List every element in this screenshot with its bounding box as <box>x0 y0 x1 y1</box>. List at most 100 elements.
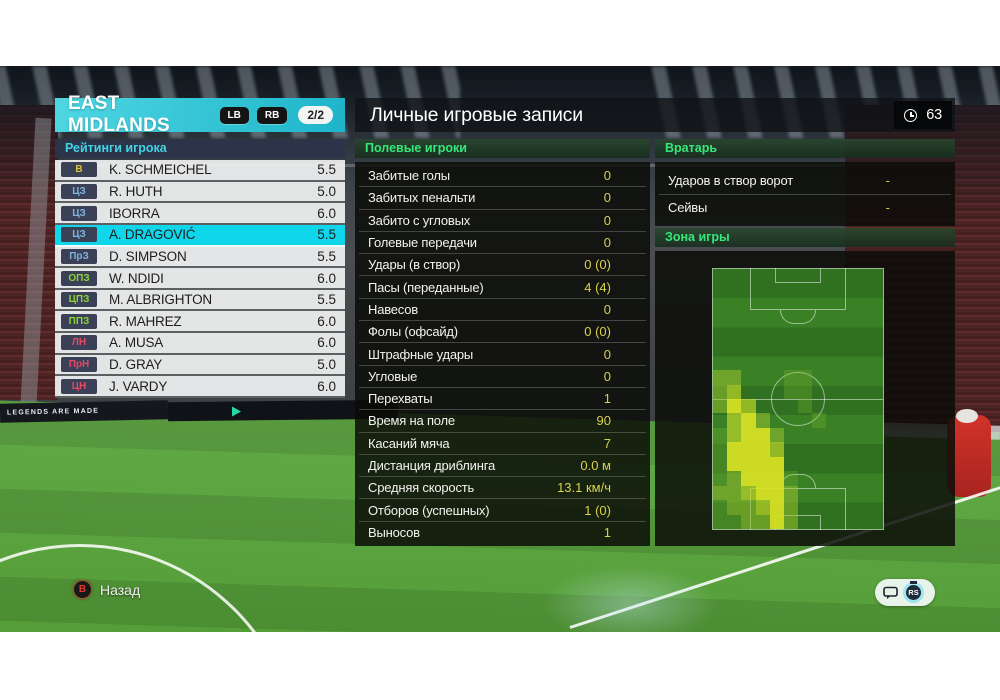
stat-row: Средняя скорость 13.1 км/ч <box>359 477 646 500</box>
stat-label: Навесов <box>368 301 418 317</box>
page-title-bar: Личные игровые записи 63 <box>355 98 955 132</box>
stat-label: Сейвы <box>668 199 708 215</box>
zone-panel <box>655 251 955 546</box>
match-time-value: 63 <box>926 107 942 123</box>
stat-value: 0 <box>603 212 611 228</box>
player-name: R. MAHREZ <box>109 313 182 329</box>
stat-value: 4 (4) <box>584 279 611 295</box>
heatmap-pitch <box>712 268 884 530</box>
stat-row: Угловые 0 <box>359 366 646 388</box>
stat-label: Штрафные удары <box>368 346 474 362</box>
stat-label: Средняя скорость <box>368 480 475 496</box>
stat-row: Дистанция дриблинга 0.0 м <box>359 455 646 478</box>
stat-row: Пасы (переданные) 4 (4) <box>359 276 646 299</box>
player-row[interactable]: ПрЗ D. SIMPSON 5.5 <box>55 246 345 269</box>
stat-label: Время на поле <box>368 413 455 429</box>
player-name: IBORRA <box>109 205 160 221</box>
stat-row: Голевые передачи 0 <box>359 232 646 255</box>
stat-label: Касаний мяча <box>368 435 450 451</box>
back-button[interactable]: B Назад <box>74 581 140 598</box>
stat-value: 90 <box>596 413 611 429</box>
stat-value: 0 <box>603 168 611 184</box>
page-indicator: 2/2 <box>298 106 333 124</box>
player-row[interactable]: ЛН A. MUSA 6.0 <box>55 333 345 355</box>
stat-value: 1 <box>603 391 611 407</box>
clock-icon <box>904 108 918 122</box>
position-badge: ЦЗ <box>61 227 97 243</box>
stat-value: 0.0 м <box>580 458 611 473</box>
position-badge: ЦЗ <box>61 205 97 221</box>
player-name: M. ALBRIGHTON <box>109 292 212 308</box>
position-badge: ПрЗ <box>61 248 97 264</box>
player-name: D. SIMPSON <box>109 248 187 264</box>
position-badge: ППЗ <box>61 313 97 329</box>
stat-value: - <box>885 199 890 215</box>
stat-row: Время на поле 90 <box>359 410 646 433</box>
player-name: A. MUSA <box>109 335 164 351</box>
stat-value: 0 <box>603 368 611 384</box>
player-row[interactable]: В K. SCHMEICHEL 5.5 <box>55 160 345 182</box>
crowd-left <box>0 105 58 400</box>
stat-value: 0 <box>603 301 611 317</box>
lb-button-icon[interactable]: LB <box>219 106 249 124</box>
position-badge: ЦЗ <box>61 183 97 199</box>
player-rating: 6.0 <box>317 270 336 286</box>
player-rating: 5.0 <box>317 183 336 199</box>
stat-row: Забитые голы 0 <box>359 165 646 188</box>
player-row[interactable]: ЦЗ R. HUTH 5.0 <box>55 181 345 204</box>
stat-value: 1 <box>603 524 611 540</box>
stat-label: Ударов в створ ворот <box>668 173 793 189</box>
position-badge: ЦПЗ <box>61 292 97 308</box>
stat-label: Перехваты <box>368 391 433 407</box>
position-badge: ЛН <box>61 335 97 351</box>
goal-box-top <box>775 268 821 283</box>
center-circle <box>771 372 825 426</box>
chat-widget[interactable]: RS <box>875 579 935 606</box>
stat-label: Удары (в створ) <box>368 257 461 273</box>
player-name: A. DRAGOVIĆ <box>109 227 196 243</box>
stat-value: 0 (0) <box>584 257 611 273</box>
stat-label: Забитых пенальти <box>368 190 476 206</box>
player-row[interactable]: ПрН D. GRAY 5.0 <box>55 354 345 377</box>
goalkeeper-stats: Ударов в створ ворот - Сейвы - <box>655 162 955 226</box>
stat-row: Сейвы - <box>659 195 951 221</box>
ad-board: LEGENDS ARE MADE <box>0 400 169 423</box>
player-row[interactable]: ЦЗ A. DRAGOVIĆ 5.5 <box>55 224 345 247</box>
stat-value: 7 <box>603 435 611 451</box>
stat-row: Касаний мяча 7 <box>359 433 646 455</box>
player-rating: 6.0 <box>317 313 336 329</box>
stat-value: 0 (0) <box>584 324 611 340</box>
position-badge: ЦН <box>61 378 97 394</box>
position-badge: В <box>61 162 97 178</box>
player-rating: 5.5 <box>317 162 336 178</box>
chat-bubble-icon <box>883 586 898 599</box>
rb-button-icon[interactable]: RB <box>256 106 288 124</box>
player-row[interactable]: ОПЗ W. NDIDI 6.0 <box>55 268 345 290</box>
position-badge: ОПЗ <box>61 270 97 286</box>
ratings-panel-title: Рейтинги игрока <box>55 139 345 158</box>
player-name: D. GRAY <box>109 357 163 373</box>
field-players-header: Полевые игроки <box>355 139 650 158</box>
play-logo-icon <box>231 405 242 417</box>
stat-value: - <box>885 173 890 189</box>
player-row[interactable]: ЦЗ IBORRA 6.0 <box>55 203 345 225</box>
back-label: Назад <box>100 581 141 598</box>
player-row[interactable]: ЦН J. VARDY 6.0 <box>55 376 345 399</box>
player-row[interactable]: ЦПЗ M. ALBRIGHTON 5.5 <box>55 289 345 312</box>
stat-row: Выносов 1 <box>359 522 646 543</box>
player-name: J. VARDY <box>109 378 168 394</box>
player-row[interactable]: ППЗ R. MAHREZ 6.0 <box>55 311 345 334</box>
player-rating: 5.5 <box>317 292 336 308</box>
player-rating: 5.5 <box>317 227 336 243</box>
stat-row: Ударов в створ ворот - <box>659 168 951 195</box>
stat-label: Выносов <box>368 524 420 540</box>
player-rating: 6.0 <box>317 378 336 394</box>
team-header: EAST MIDLANDS LB RB 2/2 <box>55 93 345 136</box>
player-name: W. NDIDI <box>109 270 164 286</box>
stat-row: Забитых пенальти 0 <box>359 187 646 210</box>
stat-label: Дистанция дриблинга <box>368 458 495 473</box>
stat-label: Фолы (офсайд) <box>368 324 458 340</box>
player-name: K. SCHMEICHEL <box>109 162 212 178</box>
stat-label: Пасы (переданные) <box>368 279 484 295</box>
